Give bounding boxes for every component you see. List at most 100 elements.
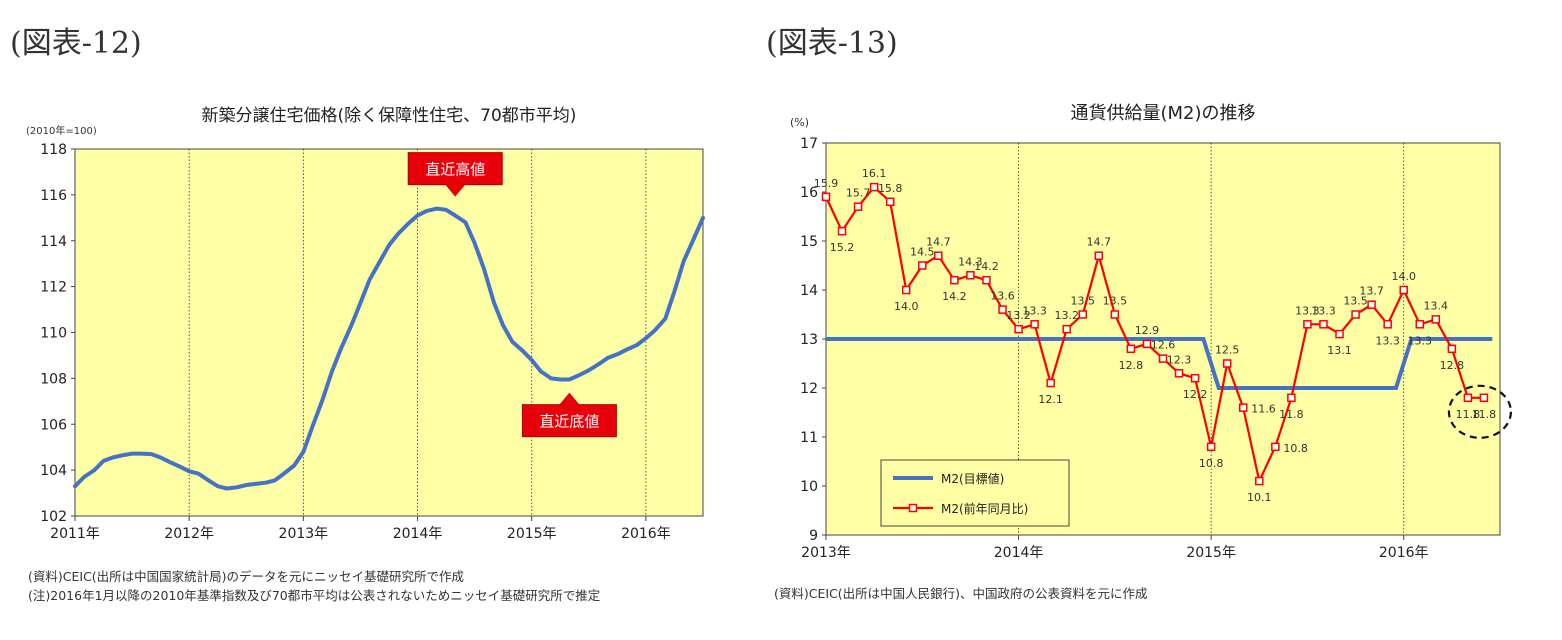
highlight-ellipse [1447, 384, 1513, 439]
m2-data-label: 13.3 [1022, 304, 1047, 317]
m2-data-label: 12.6 [1151, 339, 1176, 352]
m2-growth-point [950, 275, 959, 285]
m2-growth-point [1110, 310, 1120, 319]
y-tick-label: 9 [809, 528, 818, 544]
legend-box [880, 459, 1070, 527]
x-tick-label: 2015年 [1186, 545, 1236, 561]
m2-data-label: 12.2 [1183, 388, 1208, 401]
m2-growth-point [982, 275, 991, 285]
m2-data-label: 10.1 [1247, 491, 1272, 504]
unit-label: (2010年=100) [26, 124, 97, 137]
x-tick-label: 2014年 [994, 545, 1044, 561]
m2-growth-point [1447, 344, 1457, 354]
legend-marker-growth [908, 503, 918, 513]
m2-growth-point [1174, 369, 1184, 378]
x-tick-label: 2015年 [507, 526, 557, 542]
m2-growth-point [1255, 476, 1264, 486]
m2-growth-point [1367, 300, 1376, 309]
chart1-footnote: (注)2016年1月以降の2010年基準指数及び70都市平均は公表されないためニ… [28, 588, 601, 603]
annotation-box [407, 152, 503, 186]
price-index-line [73, 206, 705, 491]
chart-title: 新築分譲住宅価格(除く保障性住宅、70都市平均) [202, 106, 577, 126]
m2-growth-point [837, 226, 847, 236]
m2-data-label: 15.7 [846, 187, 871, 200]
m2-data-label: 15.2 [830, 241, 855, 254]
m2-data-label: 14.0 [894, 300, 919, 313]
m2-growth-point [1479, 393, 1489, 403]
x-tick-label: 2016年 [621, 526, 671, 542]
m2-data-label: 15.8 [878, 182, 903, 195]
m2-data-label: 14.2 [942, 290, 967, 303]
m2-growth-point [853, 202, 863, 211]
plot-area [74, 148, 704, 517]
m2-data-label: 13.3 [1295, 304, 1320, 317]
m2-data-label: 12.8 [1119, 359, 1144, 372]
legend: M2(目標値) M2(前年同月比) [880, 459, 1070, 527]
m2-data-label: 10.8 [1283, 442, 1308, 455]
x-tick-label: 2012年 [164, 526, 214, 542]
m2-data-label: 12.9 [1135, 324, 1160, 337]
m2-data-label: 11.8 [1456, 408, 1481, 421]
y-tick-label: 11 [800, 430, 818, 446]
x-tick-label: 2011年 [50, 526, 100, 542]
m2-growth-point [1206, 442, 1216, 452]
m2-data-label: 13.3 [1311, 304, 1336, 317]
m2-growth-point [1335, 329, 1344, 339]
m2-growth-point [1238, 403, 1248, 412]
m2-growth-point [885, 197, 895, 207]
x-tick-label: 2013年 [801, 545, 851, 561]
m2-growth-point [1287, 393, 1296, 403]
m2-growth-point [1158, 354, 1168, 363]
annotation-label: 直近底値 [539, 413, 599, 431]
m2-data-label: 14.3 [958, 255, 983, 268]
m2-growth-point [1431, 315, 1441, 324]
m2-data-label: 13.4 [1424, 299, 1449, 312]
legend-label-growth: M2(前年同月比) [941, 501, 1028, 516]
m2-growth-point [1383, 320, 1392, 329]
chart-1: 新築分譲住宅価格(除く保障性住宅、70都市平均) (2010年=100) 102 10… [26, 106, 705, 542]
m2-data-label: 14.5 [910, 246, 935, 259]
m2-growth-point [1222, 359, 1232, 368]
figure-13-label: (図表-13) [766, 26, 898, 61]
annotation-label: 直近高値 [425, 161, 485, 179]
y-tick-label: 102 [40, 509, 67, 525]
m2-data-label: 12.8 [1440, 359, 1465, 372]
m2-growth-point [1303, 320, 1312, 329]
m2-data-label: 14.2 [974, 260, 999, 273]
chart-2: 通貨供給量(M2)の推移 (%) 9 10 11 12 13 14 15 16 17 2013年 201… [790, 103, 1513, 561]
m2-data-label: 13.1 [1327, 344, 1352, 357]
m2-growth-point [1078, 310, 1088, 319]
m2-growth-point [1415, 320, 1425, 329]
m2-growth-point [901, 285, 911, 295]
m2-data-label: 11.6 [1251, 403, 1276, 416]
y-tick-label: 16 [800, 185, 818, 201]
y-tick-label: 104 [40, 463, 67, 479]
m2-growth-point [1094, 251, 1104, 260]
m2-data-label: 13.7 [1359, 285, 1384, 298]
m2-data-label: 11.8 [1279, 408, 1304, 421]
chart-title: 通貨供給量(M2)の推移 [1070, 103, 1255, 124]
m2-data-label: 10.8 [1199, 457, 1224, 470]
m2-growth-point [998, 305, 1007, 314]
m2-data-label: 13.5 [1343, 295, 1368, 308]
figure-12-label: (図表-12) [10, 26, 142, 61]
m2-growth-point [1190, 373, 1200, 383]
m2-growth-point [1046, 378, 1055, 388]
m2-growth-point [1399, 285, 1408, 295]
unit-label: (%) [790, 116, 809, 129]
m2-data-label: 13.3 [1408, 334, 1433, 347]
x-tick-label: 2016年 [1379, 545, 1429, 561]
m2-growth-point [1319, 320, 1328, 329]
m2-data-label: 12.3 [1167, 353, 1192, 366]
y-tick-label: 12 [800, 381, 818, 397]
m2-target-line [826, 337, 1493, 390]
y-tick-label: 110 [40, 326, 67, 342]
annotation-pointer [445, 184, 466, 197]
m2-data-label: 12.1 [1038, 393, 1063, 406]
y-tick-label: 112 [40, 280, 67, 296]
m2-data-label: 16.1 [862, 167, 887, 180]
m2-growth-point [1030, 320, 1039, 329]
m2-data-label: 13.2 [1006, 309, 1031, 322]
m2-growth-point [1014, 324, 1023, 334]
